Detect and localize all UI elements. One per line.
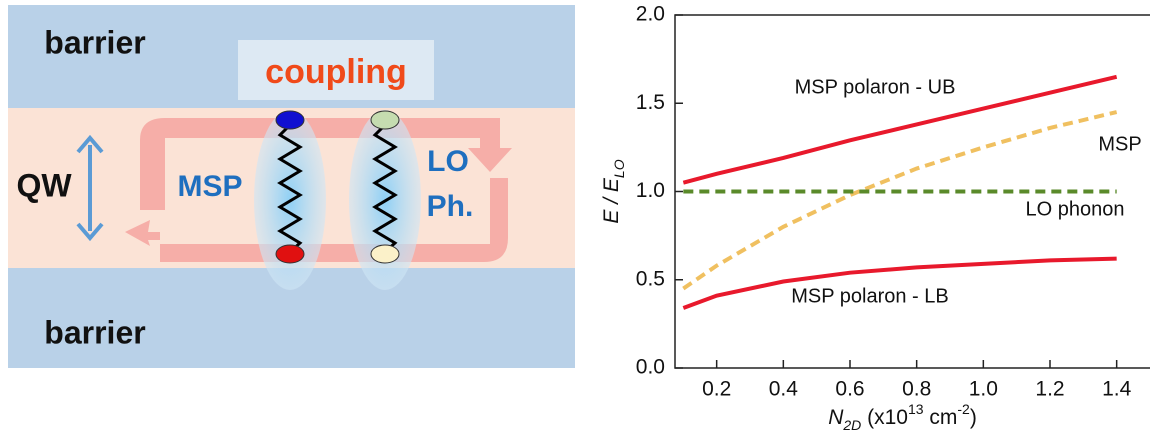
barrier-label: barrier [44,314,145,350]
barrier-label: barrier [44,24,145,60]
series-label: MSP polaron - UB [795,76,956,98]
y-tick-label: 0.5 [636,267,665,290]
x-axis-label-part: 2D [842,417,861,433]
lo-label: LO [427,145,469,178]
figure: barrier barrier coupling QW MSP LO Ph. 0… [0,0,1154,436]
dot [371,111,399,129]
x-tick-label: 0.6 [835,378,864,401]
dot [276,111,304,129]
y-tick-label: 1.0 [636,179,665,202]
x-axis-label-part: cm [924,406,958,429]
y-tick-label: 0.0 [636,356,665,379]
x-tick-label: 1.4 [1102,378,1132,401]
chart: 0.0 0.5 1.0 1.5 2.0 0.2 0.4 0.6 0.8 1.0 1.2 1.4 N2D … [600,3,1150,433]
dot [371,245,399,263]
x-tick-label: 0.4 [769,378,799,401]
diagram: barrier barrier coupling QW MSP LO Ph. [8,5,575,368]
series-label: MSP polaron - LB [791,285,949,307]
x-axis-label-part: ) [970,406,977,429]
lo-label: Ph. [427,190,474,223]
series-label: MSP [1098,133,1141,155]
coupling-label: coupling [265,53,407,91]
x-tick-label: 1.0 [969,378,998,401]
y-axis-label-part: LO [611,159,627,178]
y-axis-label: E / ELO [600,159,627,223]
y-axis-label-part: E / E [600,177,623,224]
x-axis-label-part: (x10 [861,406,908,429]
dot [276,245,304,263]
x-axis-label-part: -2 [957,401,970,417]
series-label: LO phonon [1026,198,1125,220]
y-tick-label: 1.5 [636,91,665,114]
x-axis-label-part: N [828,406,844,429]
x-tick-label: 0.8 [902,378,931,401]
x-axis-label: N2D (x1013 cm-2) [828,401,977,433]
y-tick-label: 2.0 [636,3,665,26]
qw-label: QW [16,167,72,203]
x-tick-label: 0.2 [702,378,731,401]
x-axis-label-part: 13 [908,401,924,417]
x-tick-label: 1.2 [1035,378,1064,401]
msp-label: MSP [177,170,242,203]
